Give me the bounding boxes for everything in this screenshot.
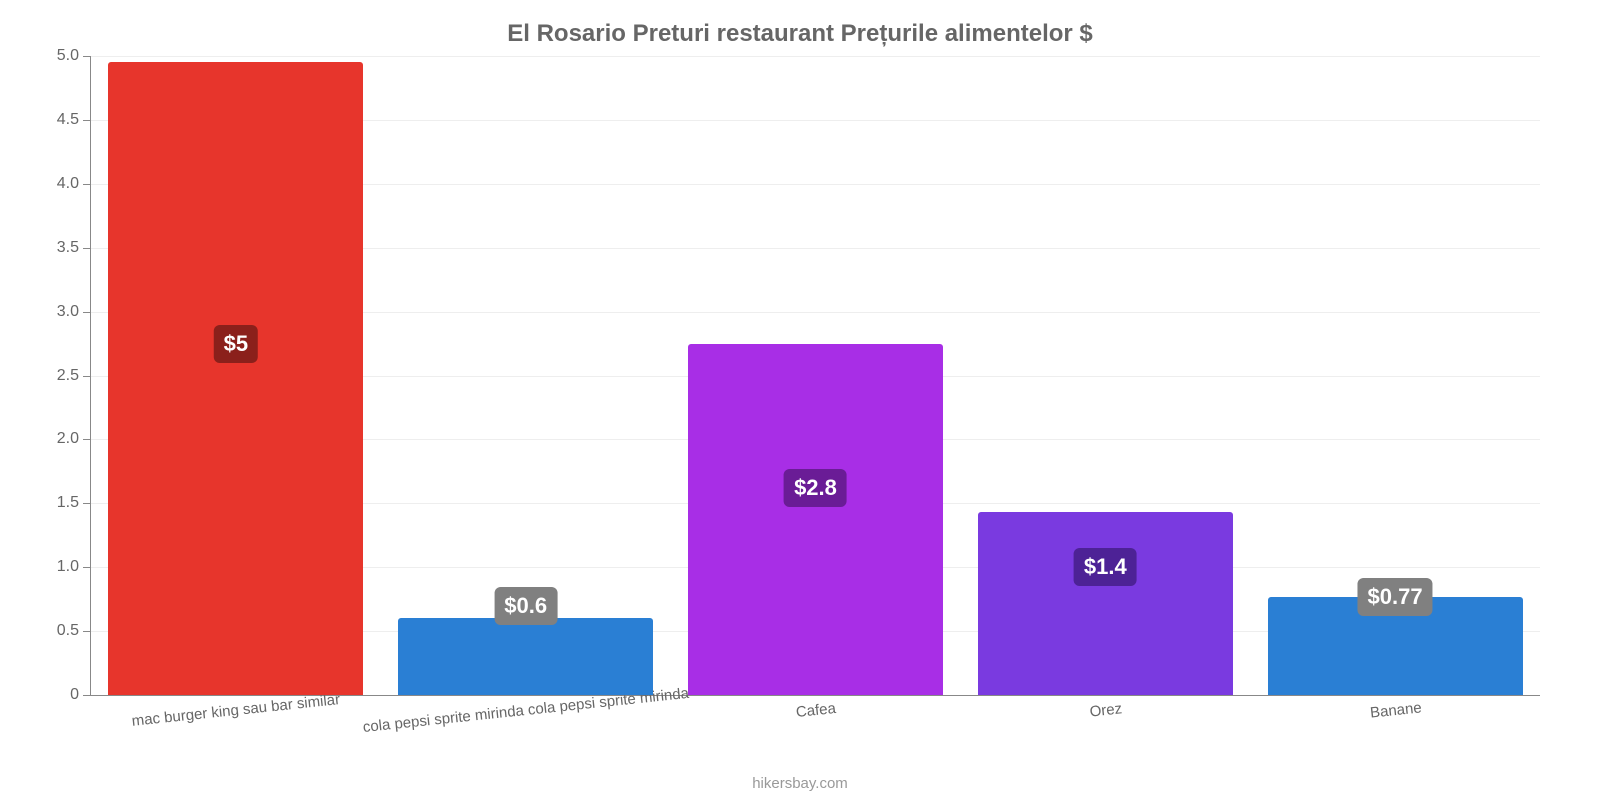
- bar-value-label: $0.6: [494, 587, 557, 625]
- y-tick-label: 3.0: [57, 303, 91, 321]
- chart-credit: hikersbay.com: [0, 775, 1600, 792]
- x-axis-labels: mac burger king sau bar similarcola peps…: [90, 696, 1540, 756]
- x-label-slot: mac burger king sau bar similar: [90, 696, 380, 756]
- bar-slot: $2.8: [671, 56, 961, 695]
- y-tick-label: 4.5: [57, 111, 91, 129]
- plot-area: $5$0.6$2.8$1.4$0.77 00.51.01.52.02.53.03…: [90, 56, 1540, 696]
- x-label: Cafea: [795, 700, 837, 721]
- y-tick-label: 2.5: [57, 367, 91, 385]
- bars-container: $5 $0.6 $2.8 $1.4 $0.77: [91, 56, 1540, 695]
- y-tick-label: 0: [70, 686, 91, 704]
- y-tick-label: 3.5: [57, 239, 91, 257]
- x-label-slot: Orez: [960, 696, 1250, 756]
- price-chart: El Rosario Preturi restaurant Prețurile …: [0, 0, 1600, 800]
- x-label: Banane: [1369, 699, 1422, 721]
- bar-slot: $0.77: [1250, 56, 1540, 695]
- x-label-slot: cola pepsi sprite mirinda cola pepsi spr…: [380, 696, 670, 756]
- y-tick-label: 2.0: [57, 430, 91, 448]
- x-label-slot: Cafea: [670, 696, 960, 756]
- bar: [978, 512, 1233, 695]
- y-tick-label: 0.5: [57, 622, 91, 640]
- y-tick-label: 1.0: [57, 558, 91, 576]
- bar-value-label: $1.4: [1074, 548, 1137, 586]
- bar: [108, 62, 363, 695]
- y-tick-label: 1.5: [57, 494, 91, 512]
- x-label: Orez: [1089, 700, 1123, 720]
- bar-value-label: $2.8: [784, 469, 847, 507]
- y-tick-label: 5.0: [57, 47, 91, 65]
- bar-slot: $0.6: [381, 56, 671, 695]
- bar-slot: $5: [91, 56, 381, 695]
- x-label: mac burger king sau bar similar: [131, 691, 341, 730]
- chart-title: El Rosario Preturi restaurant Prețurile …: [40, 20, 1560, 48]
- bar-value-label: $5: [214, 325, 258, 363]
- bar: [688, 344, 943, 695]
- bar: [398, 618, 653, 695]
- bar-slot: $1.4: [960, 56, 1250, 695]
- x-label-slot: Banane: [1250, 696, 1540, 756]
- bar-value-label: $0.77: [1358, 578, 1433, 616]
- y-tick-label: 4.0: [57, 175, 91, 193]
